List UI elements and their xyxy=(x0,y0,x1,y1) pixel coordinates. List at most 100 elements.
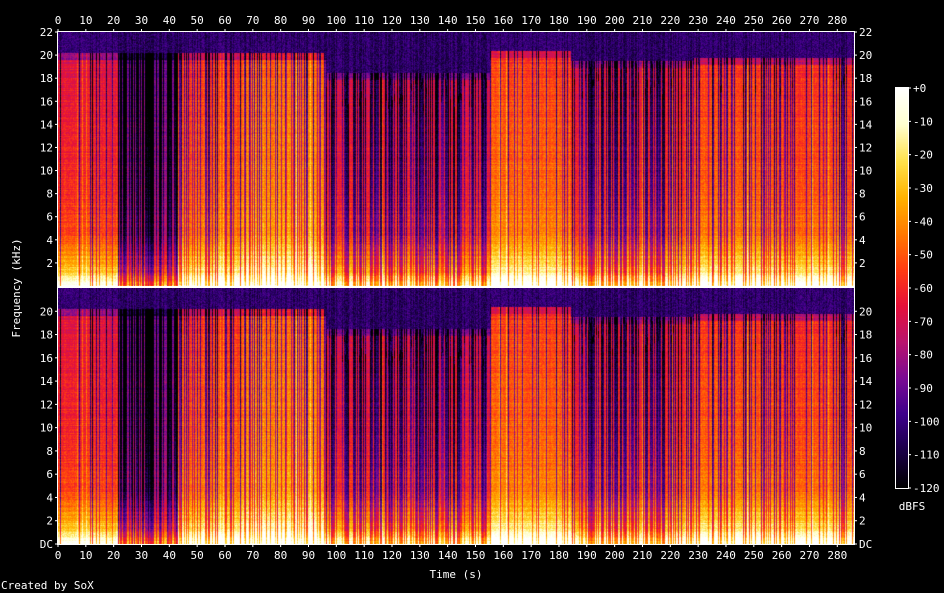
y-tick-label-bottom-left: 2 xyxy=(46,515,53,528)
y-tick-label-bottom-left: 16 xyxy=(40,352,53,365)
plot-frames xyxy=(57,31,909,545)
x-tick-label-top: 270 xyxy=(800,14,820,27)
y-tick-label-bottom-left: 20 xyxy=(40,305,53,318)
x-tick-label-bottom: 210 xyxy=(633,549,653,562)
x-tick-label-top: 230 xyxy=(688,14,708,27)
colorbar-tick-label: -120 xyxy=(913,482,940,495)
x-tick-label-bottom: 30 xyxy=(135,549,148,562)
x-tick-label-top: 210 xyxy=(633,14,653,27)
y-tick-label-bottom-left: 8 xyxy=(46,445,53,458)
x-tick-label-bottom: 130 xyxy=(410,549,430,562)
x-tick-label-bottom: 140 xyxy=(438,549,458,562)
colorbar-gradient xyxy=(896,88,908,488)
x-tick-label-top: 130 xyxy=(410,14,430,27)
x-tick-label-top: 140 xyxy=(438,14,458,27)
x-tick-label-bottom: 220 xyxy=(660,549,680,562)
y-tick-label-top-right: 22 xyxy=(859,26,872,39)
colorbar-tick-label: -40 xyxy=(913,215,933,228)
x-tick-label-bottom: 50 xyxy=(191,549,204,562)
x-tick-label-top: 40 xyxy=(163,14,176,27)
x-tick-label-top: 240 xyxy=(716,14,736,27)
x-tick-label-bottom: 180 xyxy=(549,549,569,562)
y-tick-label-bottom-right: 16 xyxy=(859,352,872,365)
x-tick-label-bottom: 270 xyxy=(800,549,820,562)
x-tick-label-bottom: 250 xyxy=(744,549,764,562)
x-tick-label-top: 220 xyxy=(660,14,680,27)
y-tick-label-top-right: 4 xyxy=(859,234,866,247)
colorbar-tick-label: +0 xyxy=(913,82,926,95)
colorbar-tick-label: -60 xyxy=(913,282,933,295)
x-tick-label-top: 280 xyxy=(827,14,847,27)
x-tick-label-bottom: 70 xyxy=(246,549,259,562)
x-tick-label-top: 150 xyxy=(466,14,486,27)
x-tick-label-bottom: 260 xyxy=(772,549,792,562)
x-tick-label-top: 260 xyxy=(772,14,792,27)
spectrogram-channel-2 xyxy=(58,288,854,544)
x-tick-label-bottom: 100 xyxy=(326,549,346,562)
y-tick-label-top-right: 20 xyxy=(859,49,872,62)
top-channel-frame xyxy=(57,31,855,287)
x-tick-label-bottom: 160 xyxy=(493,549,513,562)
y-tick-label-bottom-left: 12 xyxy=(40,398,53,411)
x-tick-label-bottom: 120 xyxy=(382,549,402,562)
x-tick-label-top: 190 xyxy=(577,14,597,27)
x-tick-label-bottom: 90 xyxy=(302,549,315,562)
y-tick-label-top-left: 2 xyxy=(46,257,53,270)
y-tick-label-top-left: 10 xyxy=(40,165,53,178)
spectrogram-channel-1 xyxy=(58,32,854,286)
x-tick-label-bottom: 280 xyxy=(827,549,847,562)
spectrogram-canvases xyxy=(58,32,908,544)
colorbar-ticks: +0 -10 -20 -30 -40 -50 -60 -70 -80 -90 -100 -110 -12… xyxy=(908,82,940,495)
y-tick-label-top-left: 8 xyxy=(46,188,53,201)
y-tick-label-bottom-right: 2 xyxy=(859,515,866,528)
x-tick-label-top: 170 xyxy=(521,14,541,27)
x-tick-label-top: 50 xyxy=(191,14,204,27)
y-tick-label-top-right: 8 xyxy=(859,188,866,201)
x-tick-label-bottom: 80 xyxy=(274,549,287,562)
y-tick-label-top-left: 4 xyxy=(46,234,53,247)
y-tick-label-bottom-left: 10 xyxy=(40,422,53,435)
y-tick-label-bottom-left: 14 xyxy=(40,375,54,388)
x-tick-label-top: 250 xyxy=(744,14,764,27)
x-tick-label-top: 10 xyxy=(79,14,92,27)
y-tick-label-top-right: 6 xyxy=(859,211,866,224)
y-tick-label-bottom-right: 12 xyxy=(859,398,872,411)
colorbar-tick-label: -100 xyxy=(913,415,940,428)
bottom-channel-frame xyxy=(57,287,855,545)
y-tick-label-top-right: 16 xyxy=(859,95,872,108)
x-tick-label-bottom: 110 xyxy=(354,549,374,562)
y-tick-label-bottom-right: 10 xyxy=(859,422,872,435)
y-tick-label-bottom-right: 14 xyxy=(859,375,873,388)
y-tick-label-bottom-right: 18 xyxy=(859,329,872,342)
x-tick-label-bottom: 20 xyxy=(107,549,120,562)
x-axis-label: Time (s) xyxy=(430,568,483,581)
x-tick-label-top: 160 xyxy=(493,14,513,27)
y-tick-label-bottom-right: 20 xyxy=(859,305,872,318)
colorbar-tick-label: -10 xyxy=(913,115,933,128)
y-tick-label-top-left: 18 xyxy=(40,72,53,85)
colorbar-tick-label: -90 xyxy=(913,382,933,395)
y-tick-label-bottom-right: DC xyxy=(859,538,872,551)
y-tick-label-top-left: 12 xyxy=(40,141,53,154)
x-tick-label-top: 200 xyxy=(605,14,625,27)
x-tick-label-bottom: 230 xyxy=(688,549,708,562)
x-tick-label-top: 60 xyxy=(218,14,231,27)
x-tick-label-bottom: 240 xyxy=(716,549,736,562)
y-tick-label-top-right: 14 xyxy=(859,118,873,131)
y-tick-label-bottom-right: 4 xyxy=(859,491,866,504)
y-tick-label-bottom-left: 18 xyxy=(40,329,53,342)
x-axis-bottom-ticks: 0 10 20 30 40 50 60 70 80 90 100 110 120 130 140 150 160… xyxy=(55,544,847,562)
colorbar-tick-label: -110 xyxy=(913,449,940,462)
x-tick-label-top: 100 xyxy=(326,14,346,27)
x-tick-label-bottom: 40 xyxy=(163,549,176,562)
x-tick-label-bottom: 190 xyxy=(577,549,597,562)
y-tick-label-top-left: 22 xyxy=(40,26,53,39)
x-tick-label-top: 80 xyxy=(274,14,287,27)
y-tick-label-top-right: 2 xyxy=(859,257,866,270)
x-tick-label-top: 180 xyxy=(549,14,569,27)
colorbar-tick-label: -50 xyxy=(913,249,933,262)
y-tick-label-bottom-right: 6 xyxy=(859,468,866,481)
x-tick-label-bottom: 150 xyxy=(466,549,486,562)
